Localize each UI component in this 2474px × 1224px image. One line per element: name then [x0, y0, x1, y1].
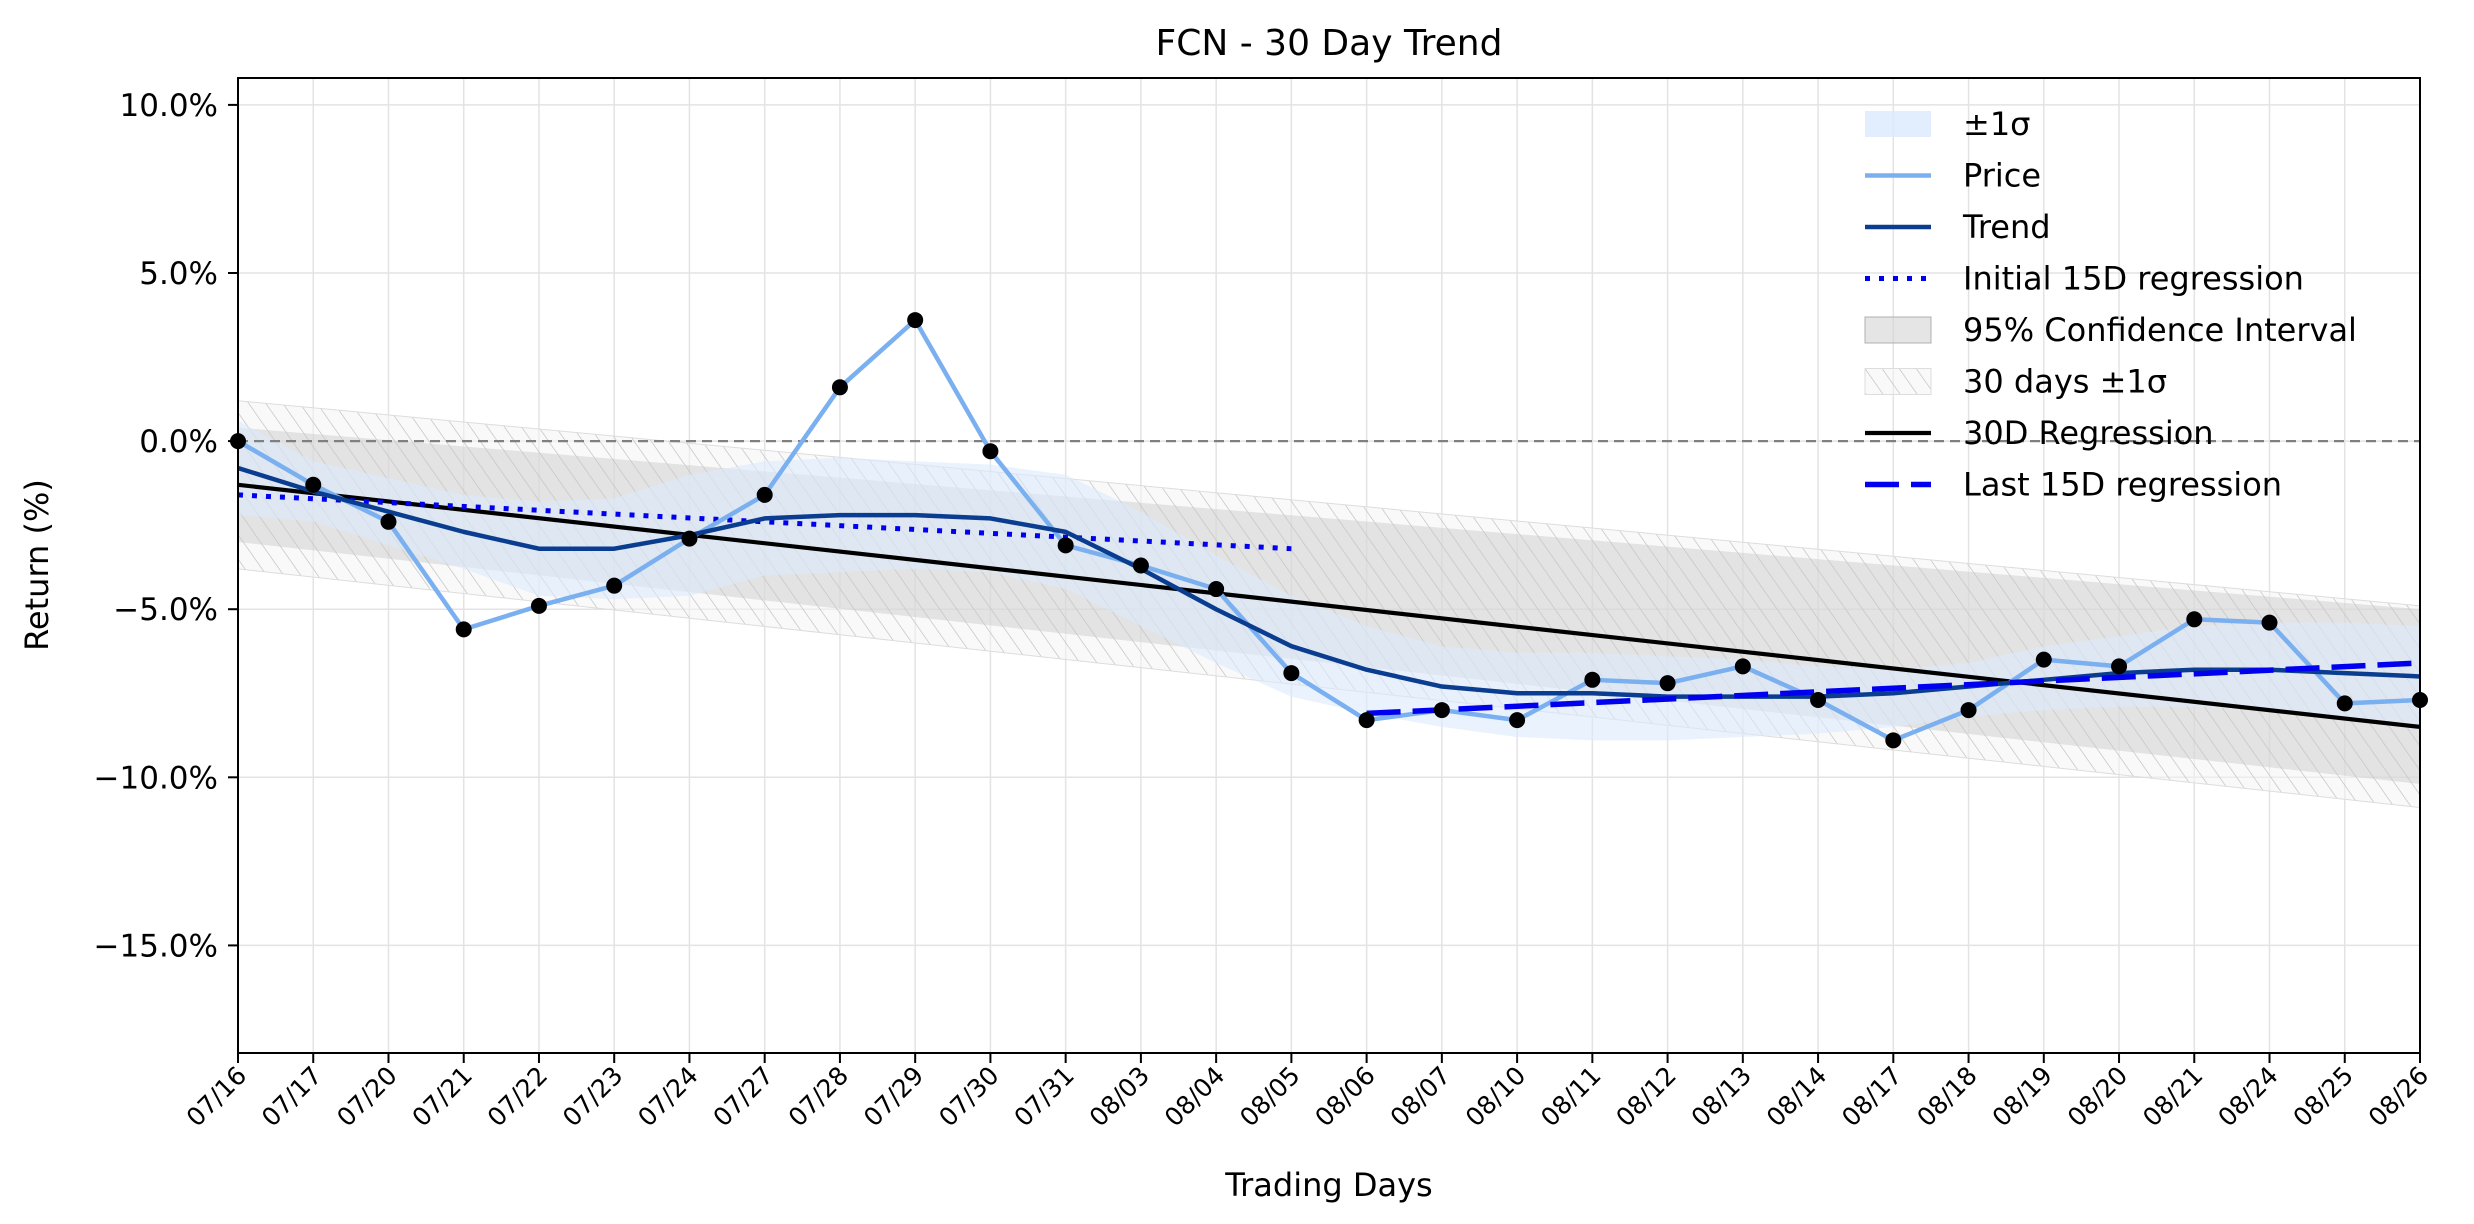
price-point [1810, 691, 1827, 708]
legend: ±1σ Price Trend Initial 15D regression 95% C… [1864, 105, 2357, 504]
legend-label: Trend [1962, 208, 2051, 246]
x-tick-label: 07/20 [331, 1061, 402, 1132]
price-point [1057, 537, 1074, 554]
price-point [2186, 611, 2203, 628]
y-axis-label: Return (%) [18, 479, 56, 651]
x-tick-label: 08/06 [1309, 1061, 1380, 1132]
x-tick-label: 08/17 [1836, 1061, 1907, 1132]
x-tick-label: 08/20 [2062, 1061, 2133, 1132]
legend-label: ±1σ [1963, 105, 2030, 143]
band-sigma [238, 420, 2420, 741]
x-tick-label: 07/23 [557, 1061, 628, 1132]
regression-30d-line [238, 482, 2420, 729]
price-point [2336, 695, 2353, 712]
price-point [530, 597, 547, 614]
legend-swatch [1865, 111, 1931, 137]
x-tick-label: 08/26 [2363, 1061, 2434, 1132]
x-tick-label: 07/28 [783, 1061, 854, 1132]
price-point [1584, 671, 1601, 688]
x-tick-label: 07/16 [181, 1061, 252, 1132]
x-tick-label: 07/24 [632, 1061, 703, 1132]
x-tick-label: 07/29 [858, 1061, 929, 1132]
x-tick-label: 08/14 [1761, 1061, 1832, 1132]
y-tick-label: 10.0% [120, 88, 218, 124]
x-tick-label: 08/18 [1911, 1061, 1982, 1132]
legend-label: 30D Regression [1963, 414, 2214, 452]
x-axis-label: Trading Days [1224, 1166, 1432, 1204]
price-point [982, 443, 999, 460]
price-point [2035, 651, 2052, 668]
price-line [238, 317, 2420, 743]
last-15d-regression-line [1366, 660, 2420, 717]
price-point [756, 486, 773, 503]
x-tick-label: 08/21 [2137, 1061, 2208, 1132]
price-point [1358, 712, 1375, 729]
price-point [305, 476, 322, 493]
price-point [831, 379, 848, 396]
y-tick-label: −15.0% [94, 928, 218, 964]
legend-swatch [1864, 316, 1932, 344]
x-tick-label: 08/13 [1686, 1061, 1757, 1132]
x-tick-label: 07/30 [933, 1061, 1004, 1132]
x-tick-label: 08/10 [1460, 1061, 1531, 1132]
x-tick-label: 08/11 [1535, 1061, 1606, 1132]
price-point [606, 577, 623, 594]
legend-label: Last 15D regression [1963, 466, 2282, 504]
x-tick-label: 07/22 [482, 1061, 553, 1132]
legend-label: Price [1963, 157, 2041, 195]
price-markers [230, 312, 2428, 749]
price-point [1960, 702, 1977, 719]
legend-label: Initial 15D regression [1963, 260, 2304, 298]
series-lines [238, 317, 2420, 743]
x-tick-label: 08/24 [2212, 1061, 2283, 1132]
price-point [455, 621, 472, 638]
price-point [907, 312, 924, 329]
x-tick-label: 07/21 [407, 1061, 478, 1132]
x-tick-label: 07/17 [256, 1061, 327, 1132]
x-tick-label: 08/07 [1385, 1061, 1456, 1132]
price-point [1659, 675, 1676, 692]
price-point [1283, 665, 1300, 682]
x-tick-label: 08/25 [2288, 1061, 2359, 1132]
price-point [2261, 614, 2278, 631]
x-tick-label: 08/05 [1234, 1061, 1305, 1132]
price-point [1433, 702, 1450, 719]
y-tick-label: −10.0% [94, 760, 218, 796]
price-point [1509, 712, 1526, 729]
x-tick-label: 08/03 [1084, 1061, 1155, 1132]
y-tick-label: −5.0% [113, 592, 218, 628]
y-tick-label: 0.0% [139, 424, 218, 460]
legend-label: 95% Confidence Interval [1963, 311, 2357, 349]
plot-frame [237, 77, 2421, 1054]
chart-title: FCN - 30 Day Trend [1156, 23, 1503, 64]
price-point [1734, 658, 1751, 675]
x-tick-label: 07/27 [707, 1061, 778, 1132]
x-tick-label: 08/19 [1987, 1061, 2058, 1132]
price-point [2111, 658, 2128, 675]
price-point [1132, 557, 1149, 574]
x-tick-label: 07/31 [1008, 1061, 1079, 1132]
legend-swatch [1864, 368, 1932, 395]
price-point [1885, 732, 1902, 749]
price-point [380, 513, 397, 530]
x-tick-label: 08/04 [1159, 1061, 1230, 1132]
x-tick-label: 08/12 [1610, 1061, 1681, 1132]
price-point [681, 530, 698, 547]
price-point [1208, 581, 1225, 598]
legend-label: 30 days ±1σ [1963, 363, 2167, 401]
y-tick-label: 5.0% [139, 256, 218, 292]
